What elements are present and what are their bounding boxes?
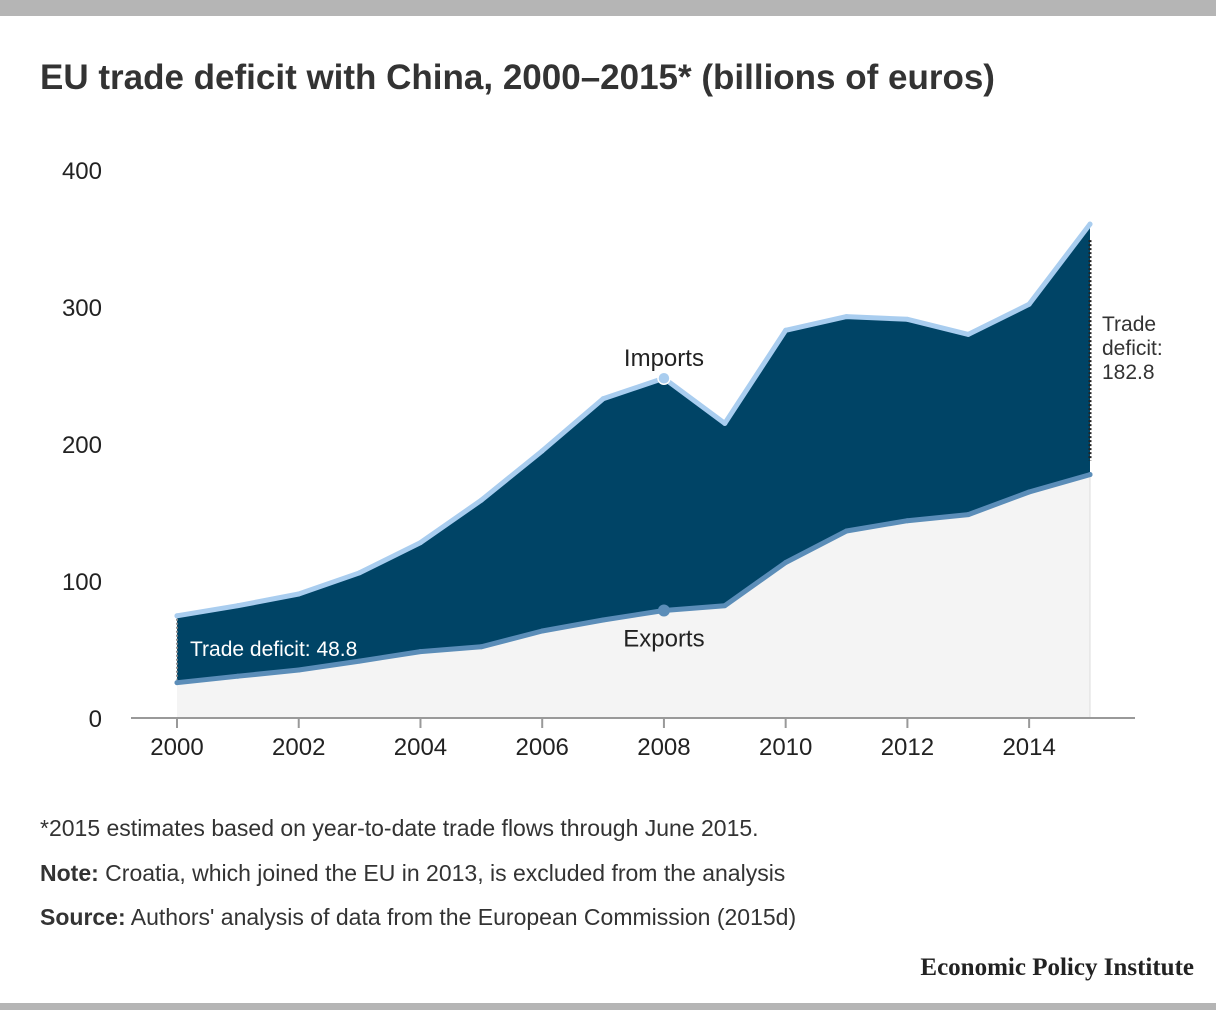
y-tick-label-200: 200: [62, 432, 102, 459]
imports-point-2013: [965, 331, 971, 337]
exports-point-2015: [1087, 472, 1093, 478]
imports-highlight-dot: [657, 371, 671, 385]
imports-point-2005: [478, 497, 484, 503]
exports-point-2009: [722, 603, 728, 609]
imports-point-2010: [783, 327, 789, 333]
bottom-border: [0, 1003, 1216, 1010]
imports-point-2011: [844, 314, 850, 320]
x-tick-label-2010: 2010: [759, 734, 812, 761]
y-tick-label-100: 100: [62, 569, 102, 596]
exports-point-2013: [965, 512, 971, 518]
footnote-asterisk: *2015 estimates based on year-to-date tr…: [40, 815, 759, 841]
x-tick-label-2004: 2004: [394, 734, 447, 761]
source-label: Source:: [40, 904, 126, 930]
exports-point-2014: [1026, 489, 1032, 495]
imports-point-2015: [1087, 221, 1093, 227]
imports-label: Imports: [624, 345, 704, 372]
x-tick-label-2000: 2000: [150, 734, 203, 761]
area-chart: 2000 2002 2004 2006 2008 2010 2012 2014 0 100 200 3…: [62, 158, 1163, 761]
exports-point-2000: [174, 680, 180, 686]
exports-highlight-dot: [657, 604, 670, 617]
y-tick-label-0: 0: [89, 706, 102, 733]
x-tick-label-2014: 2014: [1002, 734, 1055, 761]
imports-point-2009: [722, 420, 728, 426]
x-tick-label-2002: 2002: [272, 734, 325, 761]
imports-point-2007: [600, 396, 606, 402]
exports-point-2001: [235, 673, 241, 679]
y-tick-label-400: 400: [62, 158, 102, 185]
imports-point-2012: [904, 316, 910, 322]
exports-point-2010: [783, 560, 789, 566]
exports-point-2002: [296, 667, 302, 673]
brand-logo-text: Economic Policy Institute: [920, 954, 1194, 981]
footnote-note: Note: Croatia, which joined the EU in 20…: [40, 860, 785, 887]
x-tick-label-2008: 2008: [637, 734, 690, 761]
note-text: Croatia, which joined the EU in 2013, is…: [98, 860, 786, 886]
footnote-source: Source: Authors' analysis of data from t…: [40, 904, 796, 931]
top-border: [0, 0, 1216, 16]
exports-point-2012: [904, 518, 910, 524]
source-text: Authors' analysis of data from the Europ…: [125, 904, 797, 930]
chart-title: EU trade deficit with China, 2000–2015* …: [40, 58, 995, 97]
exports-point-2011: [844, 528, 850, 534]
y-tick-label-300: 300: [62, 295, 102, 322]
deficit-start-label: Trade deficit: 48.8: [190, 638, 357, 661]
deficit-end-label-line-1: Trade: [1102, 313, 1156, 336]
imports-point-2004: [417, 540, 423, 546]
exports-point-2005: [478, 644, 484, 650]
exports-point-2003: [357, 658, 363, 664]
imports-point-2001: [235, 603, 241, 609]
imports-point-2002: [296, 591, 302, 597]
exports-label: Exports: [623, 625, 704, 652]
note-label: Note:: [40, 860, 99, 886]
imports-line: [174, 221, 1093, 619]
imports-point-2006: [539, 448, 545, 454]
x-tick-label-2006: 2006: [516, 734, 569, 761]
exports-point-2007: [600, 617, 606, 623]
trade-deficit-area: [177, 224, 1090, 683]
exports-line: [174, 472, 1093, 686]
imports-point-2014: [1026, 301, 1032, 307]
x-tick-label-2012: 2012: [881, 734, 934, 761]
exports-point-2006: [539, 628, 545, 634]
exports-point-2004: [417, 649, 423, 655]
imports-point-2003: [357, 570, 363, 576]
deficit-end-label-line-3: 182.8: [1102, 361, 1155, 384]
exports-area: [177, 474, 1090, 718]
imports-point-2000: [174, 613, 180, 619]
deficit-end-label-line-2: deficit:: [1102, 337, 1163, 360]
